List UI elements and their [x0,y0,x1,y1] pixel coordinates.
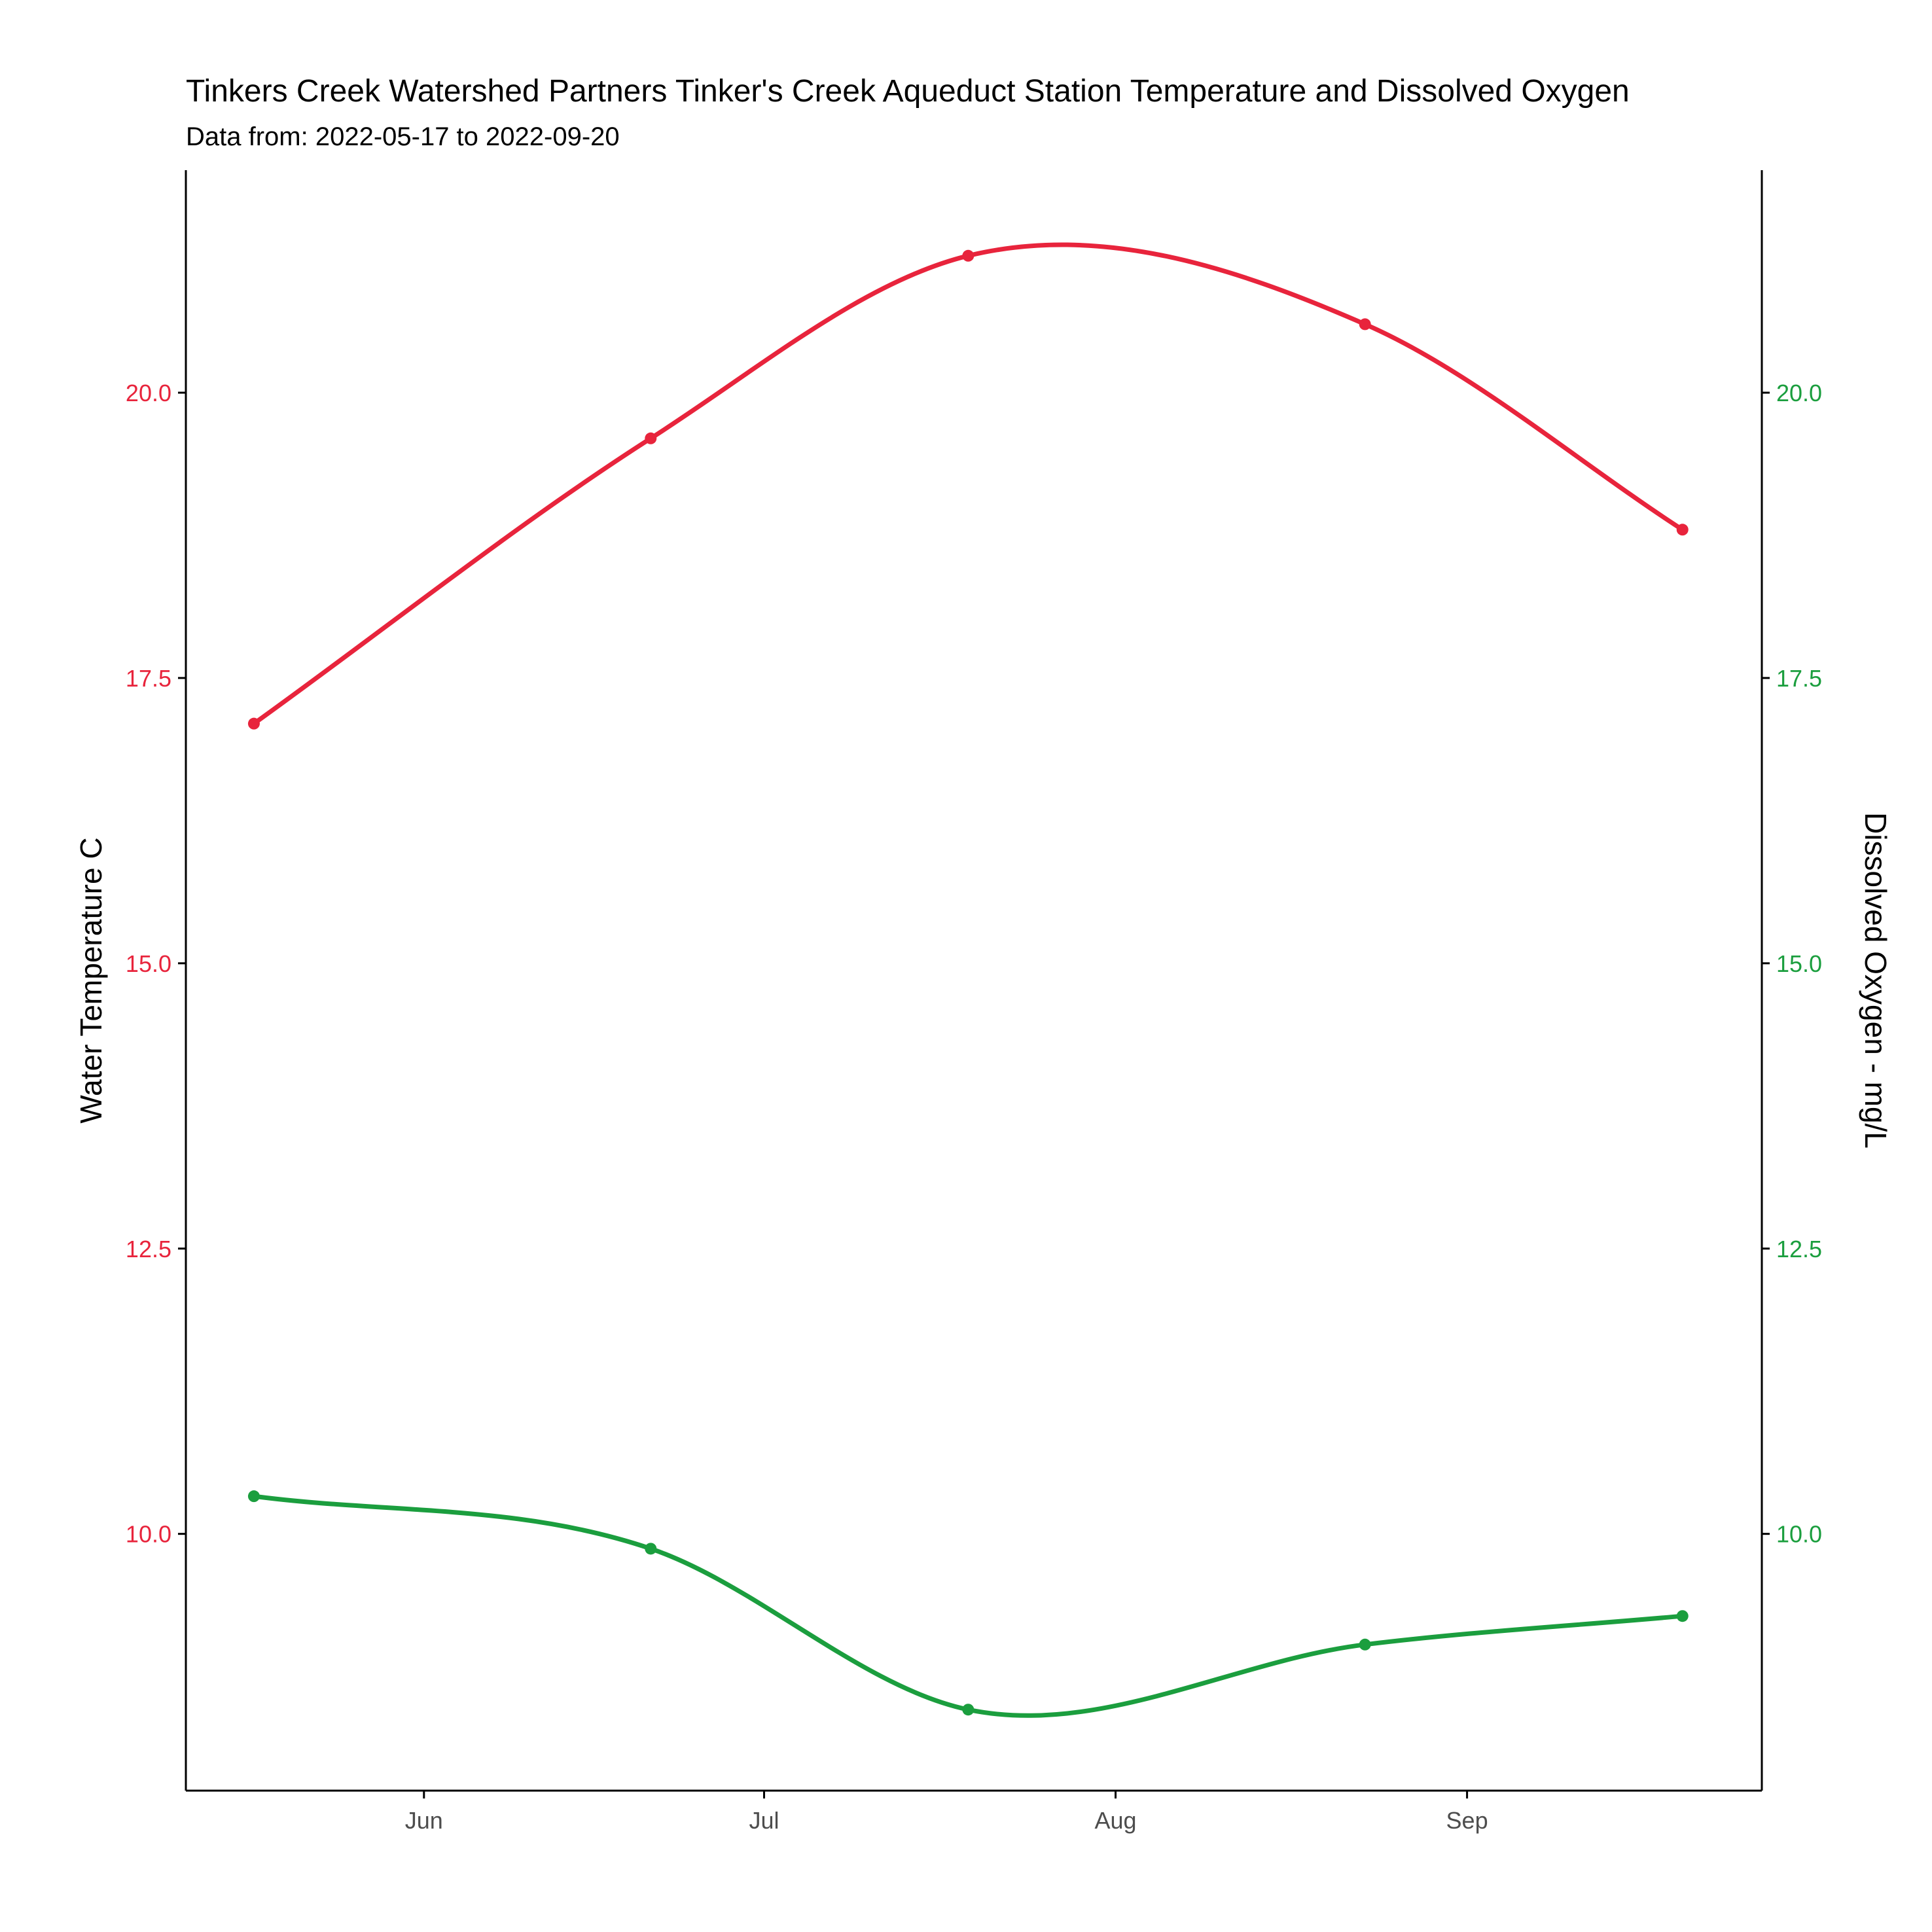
dissolved_oxygen-point [1676,1610,1689,1622]
right-y-tick-label: 17.5 [1776,665,1822,692]
x-tick-label: Jun [405,1807,443,1834]
temperature-point [1359,318,1371,331]
left-y-tick-label: 20.0 [126,380,171,406]
dissolved_oxygen-point [1359,1638,1371,1651]
x-tick-label: Jul [749,1807,779,1834]
dissolved_oxygen-point [645,1543,657,1555]
series-layer [247,242,1689,1718]
left-y-tick-label: 17.5 [126,665,171,692]
temperature-line [251,242,1685,726]
temperature-point [962,249,975,262]
right-y-tick-label: 20.0 [1776,380,1822,406]
temperature-point [247,717,260,730]
left-y-tick-label: 10.0 [126,1521,171,1548]
right-y-tick-label: 10.0 [1776,1521,1822,1548]
right-y-ticks: 10.0 12.5 15.0 17.5 20.0 [1762,380,1822,1548]
x-tick-label: Sep [1446,1807,1488,1834]
x-ticks: Jun Jul Aug Sep [405,1791,1488,1834]
left-y-ticks: 10.0 12.5 15.0 17.5 20.0 [126,380,186,1548]
left-y-tick-label: 15.0 [126,950,171,977]
temperature-point [645,432,657,444]
left-y-axis-title: Water Temperature C [74,837,108,1123]
right-y-tick-label: 12.5 [1776,1236,1822,1262]
temperature-point [1676,524,1689,536]
right-y-axis-title: Dissolved Oxygen - mg/L [1859,812,1893,1149]
right-y-tick-label: 15.0 [1776,950,1822,977]
left-y-tick-label: 12.5 [126,1236,171,1262]
dissolved_oxygen-point [247,1490,260,1503]
chart-title: Tinkers Creek Watershed Partners Tinker'… [186,74,1630,109]
x-tick-label: Aug [1095,1807,1137,1834]
dissolved_oxygen-point [962,1704,975,1716]
chart-subtitle: Data from: 2022-05-17 to 2022-09-20 [186,122,620,151]
dissolved_oxygen-line [251,1494,1685,1718]
